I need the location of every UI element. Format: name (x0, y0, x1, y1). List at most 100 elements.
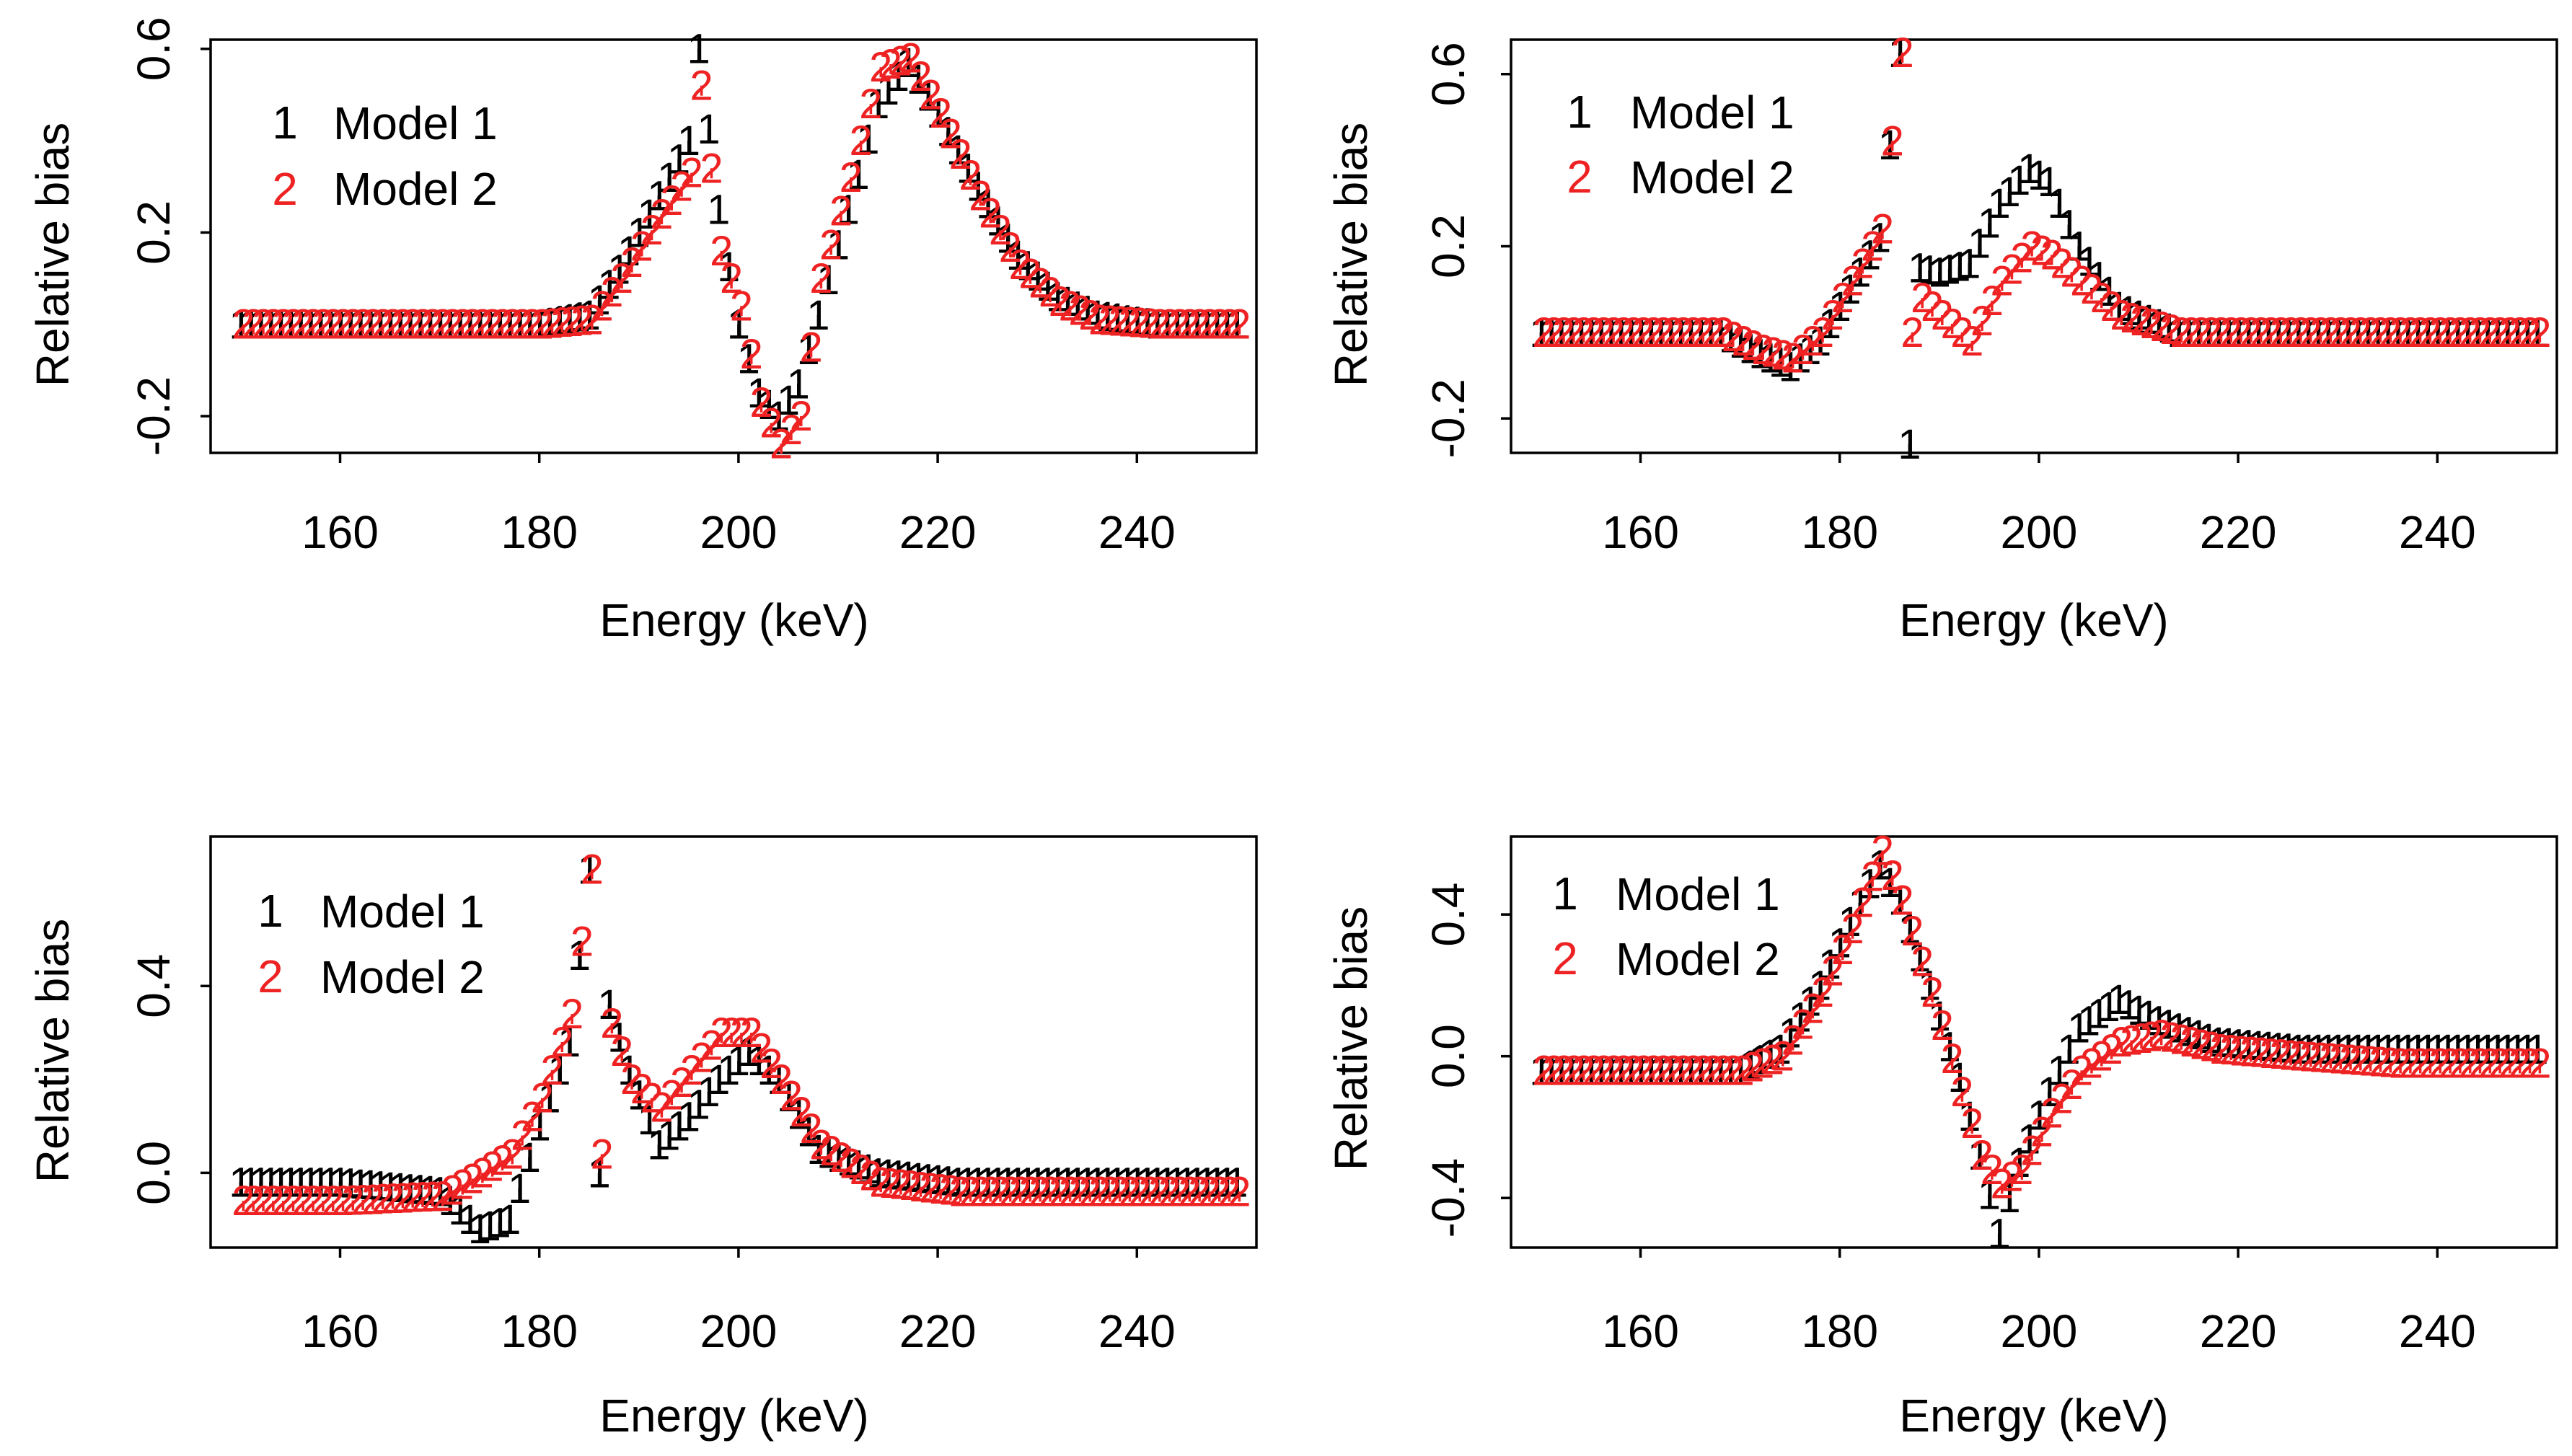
data-point: 2 (2259, 309, 2282, 356)
x-tick-label: 240 (1098, 506, 1176, 558)
data-point: 2 (929, 90, 952, 137)
x-tick-label: 160 (1602, 1305, 1679, 1357)
data-point: 2 (600, 269, 623, 316)
y-axis-label: Relative bias (27, 919, 79, 1183)
data-point: 2 (879, 41, 902, 88)
data-point: 2 (650, 191, 673, 238)
data-point: 2 (2349, 309, 2372, 356)
x-tick-label: 220 (899, 506, 977, 558)
data-point: 1 (568, 932, 591, 979)
data-point: 2 (2468, 309, 2491, 356)
data-point: 1 (667, 1103, 690, 1150)
data-point: 1 (617, 228, 640, 275)
panel-bottom-right: Model 1 Model 2 Energy (keV) Relative bi… (1325, 828, 2558, 1442)
data-point: 2 (242, 301, 265, 348)
data-point: 2 (411, 301, 434, 348)
data-point: 2 (979, 190, 1002, 237)
legend-symbol: 2 (1552, 932, 1578, 984)
data-point: 2 (1592, 309, 1615, 356)
data-point: 2 (1751, 327, 1774, 374)
data-point: 1 (627, 209, 651, 256)
data-point: 2 (1950, 309, 1973, 356)
y-axis-label: Relative bias (1325, 123, 1377, 387)
data-point: 1 (508, 1165, 531, 1212)
data-point: 2 (1178, 301, 1201, 348)
data-point: 1 (707, 187, 730, 234)
data-point: 1 (637, 191, 660, 238)
data-point: 2 (2339, 309, 2362, 356)
data-point: 2 (1871, 206, 1894, 253)
data-point: 2 (749, 379, 772, 426)
data-point: 1 (259, 1159, 282, 1206)
data-point: 1 (747, 1038, 770, 1085)
data-point: 2 (790, 393, 813, 440)
data-point: 1 (229, 1159, 252, 1206)
data-point: 2 (680, 150, 703, 197)
data-point: 2 (889, 38, 912, 85)
data-point: 2 (581, 846, 604, 893)
data-point: 1 (2077, 238, 2100, 285)
data-point: 1 (2057, 202, 2080, 249)
data-point: 2 (232, 301, 255, 348)
data-point: 2 (1198, 301, 1221, 348)
data-point: 2 (1782, 335, 1805, 382)
data-point: 2 (1642, 309, 1665, 356)
data-point: 2 (2389, 309, 2412, 356)
data-point: 2 (2050, 240, 2073, 287)
data-point: 1 (777, 377, 800, 424)
data-point: 2 (959, 152, 982, 199)
data-point: 1 (2007, 157, 2030, 204)
data-point: 2 (2439, 309, 2462, 356)
data-point: 2 (2269, 309, 2292, 356)
data-point: 2 (999, 224, 1022, 271)
data-point: 2 (1981, 278, 2004, 325)
data-point: 1 (478, 1203, 501, 1250)
data-point: 2 (1791, 327, 1814, 374)
x-tick-label: 180 (501, 506, 578, 558)
x-tick-label: 180 (1801, 1305, 1878, 1357)
data-point: 2 (700, 145, 723, 192)
data-point: 2 (2299, 309, 2322, 356)
data-point: 1 (856, 116, 879, 163)
data-point: 1 (806, 292, 829, 339)
data-point: 2 (391, 301, 414, 348)
data-point: 2 (451, 301, 474, 348)
data-point: 2 (869, 44, 892, 91)
data-point: 2 (1681, 309, 1704, 356)
data-point: 1 (578, 846, 601, 893)
data-point: 1 (697, 106, 720, 153)
data-point: 2 (809, 255, 832, 302)
data-point: 2 (1970, 298, 1994, 345)
data-point: 2 (660, 177, 683, 224)
data-point: 2 (720, 255, 743, 302)
data-point: 1 (2027, 152, 2051, 199)
data-point: 2 (1691, 309, 1714, 356)
data-point: 1 (697, 1069, 720, 1116)
data-point: 2 (2418, 309, 2441, 356)
x-tick-label: 220 (2200, 1305, 2277, 1357)
data-point: 1 (717, 1047, 740, 1094)
panel-top-right: Model 1 Model 2 Energy (keV) Relative bi… (1325, 30, 2558, 646)
data-point: 2 (780, 407, 803, 454)
data-point: 1 (966, 164, 989, 211)
data-point: 2 (1722, 314, 1745, 361)
data-point: 2 (272, 301, 295, 348)
data-point: 2 (690, 63, 713, 110)
data-point: 2 (1138, 301, 1161, 348)
data-point: 1 (547, 298, 571, 345)
data-point: 2 (1821, 292, 1844, 339)
series-model-2: 2222222222222222222222222222222222222222… (1532, 30, 2551, 382)
data-point: 1 (278, 1159, 301, 1206)
data-point: 1 (328, 1159, 351, 1206)
data-point: 2 (909, 53, 932, 100)
data-point: 2 (291, 301, 314, 348)
data-point: 1 (1769, 340, 1792, 387)
legend-symbol: 1 (1567, 86, 1593, 138)
data-point: 1 (2038, 159, 2061, 206)
data-point: 2 (919, 71, 942, 118)
y-tick-label: 0.0 (128, 1141, 180, 1205)
data-point: 1 (687, 26, 710, 73)
data-point: 2 (1029, 260, 1052, 306)
data-point: 2 (610, 255, 633, 302)
data-point: 2 (2329, 309, 2352, 356)
